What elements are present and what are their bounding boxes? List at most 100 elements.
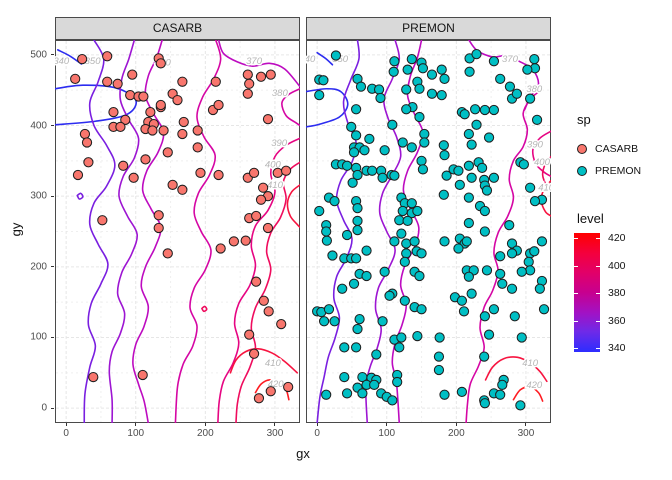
data-point (511, 88, 523, 99)
y-tick-mark (51, 125, 54, 126)
data-point (529, 195, 541, 207)
legend-sp-title: sp (577, 112, 591, 127)
data-point (352, 215, 363, 227)
data-point (215, 243, 226, 254)
data-point (495, 389, 506, 400)
data-point (177, 76, 188, 87)
data-point (350, 253, 362, 264)
data-point (140, 154, 151, 165)
data-point (388, 66, 399, 77)
data-point (402, 215, 413, 227)
data-point (409, 236, 420, 247)
legend-item-premon: PREMON (577, 161, 641, 181)
data-point (436, 64, 447, 75)
data-point (147, 125, 158, 136)
y-tick-mark (51, 266, 54, 268)
data-point (352, 203, 363, 214)
data-point (497, 379, 508, 390)
data-point (265, 69, 276, 80)
data-point (359, 145, 370, 156)
data-point (102, 51, 113, 62)
data-point (348, 147, 360, 158)
data-point (509, 311, 520, 322)
data-point (379, 266, 390, 277)
x-tick-label: 0 (314, 428, 320, 439)
data-point (470, 104, 481, 115)
data-point (280, 165, 292, 176)
data-point (350, 130, 362, 141)
data-point (72, 169, 84, 181)
data-point (401, 248, 412, 259)
data-point (453, 243, 464, 254)
data-point (433, 351, 445, 362)
data-point (77, 53, 88, 65)
data-point (97, 215, 108, 226)
data-point (479, 226, 491, 237)
data-point (178, 116, 189, 128)
data-point (330, 50, 342, 61)
data-point (476, 162, 488, 174)
data-point (177, 184, 188, 195)
panel-casarb: 340350360370380390400410410420 (55, 40, 300, 423)
data-point (495, 73, 506, 84)
data-point (426, 88, 438, 99)
data-point (389, 56, 400, 67)
data-point (323, 304, 335, 315)
colorbar-tick-mark (574, 238, 578, 240)
data-point (416, 248, 427, 259)
data-point (463, 192, 474, 203)
colorbar-tick-mark (596, 265, 600, 267)
data-point (167, 179, 178, 190)
data-point (213, 169, 224, 181)
data-point (341, 229, 353, 241)
x-tick-label: 100 (127, 428, 145, 439)
colorbar-tick-mark (596, 238, 600, 240)
x-tick-mark (65, 423, 67, 426)
data-point (414, 270, 425, 282)
data-point (419, 128, 430, 140)
data-point (417, 63, 429, 74)
data-point (516, 266, 527, 277)
data-point (392, 376, 403, 388)
data-point (401, 238, 412, 249)
colorbar-tick-label: 400 (608, 259, 626, 272)
data-point (262, 222, 274, 234)
data-point (396, 332, 407, 343)
data-point (192, 142, 203, 153)
data-point (412, 330, 423, 342)
data-point (399, 256, 410, 268)
data-point (504, 81, 516, 92)
data-point (153, 210, 164, 221)
data-point (461, 236, 472, 247)
data-point (375, 92, 386, 104)
data-point (350, 104, 362, 115)
facet-strip-premon: PREMON (306, 17, 551, 40)
data-point (242, 88, 253, 99)
data-point (371, 349, 382, 360)
data-point (479, 205, 491, 217)
data-point (481, 265, 493, 276)
x-tick-mark (455, 423, 457, 426)
data-point (377, 316, 388, 327)
colorbar-tick-label: 340 (608, 341, 626, 354)
data-point (244, 78, 255, 89)
svg-text:370: 370 (246, 56, 263, 67)
data-point (70, 73, 81, 84)
data-point (248, 348, 260, 359)
data-point (414, 111, 425, 123)
data-point (352, 323, 363, 335)
data-point (283, 381, 294, 393)
data-point (329, 316, 340, 327)
x-tick-mark (204, 423, 206, 426)
colorbar-tick-label: 360 (608, 314, 626, 327)
data-point (458, 306, 470, 317)
facet-strip-casarb: CASARB (55, 17, 300, 40)
data-point (426, 69, 438, 80)
data-points-premon (312, 49, 550, 411)
data-point (377, 172, 388, 183)
data-point (138, 91, 149, 102)
legend-label-casarb: CASARB (595, 143, 639, 155)
data-point (145, 106, 156, 118)
data-point (523, 256, 534, 268)
data-point (439, 236, 450, 247)
